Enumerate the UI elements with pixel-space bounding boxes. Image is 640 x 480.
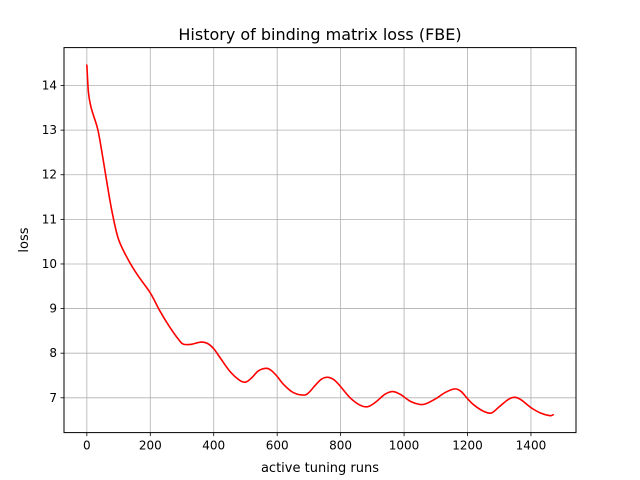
x-tick-label: 800 [329,439,352,453]
y-tick-label: 12 [42,168,57,182]
x-axis-label: active tuning runs [261,461,379,476]
y-axis-label: loss [17,227,32,252]
grid [64,47,576,433]
loss-series-line [86,64,554,417]
x-tick-label: 600 [266,439,289,453]
chart-title: History of binding matrix loss (FBE) [178,25,461,44]
y-tick-label: 10 [42,257,57,271]
y-tick-label: 7 [49,391,57,405]
x-tick-label: 1200 [452,439,483,453]
y-tick-label: 8 [49,346,57,360]
x-tick-label: 1400 [516,439,547,453]
y-tick-label: 14 [42,79,57,93]
x-tick-label: 200 [139,439,162,453]
axis-ticks: 0 200 400 600 800 1000 1200 1400 7 8 9 10 11 12 13 14 [42,79,547,453]
x-tick-label: 0 [83,439,91,453]
y-tick-label: 9 [49,302,57,316]
plot-frame [63,47,577,434]
y-tick-label: 13 [42,123,57,137]
series-layer [86,64,554,417]
x-tick-label: 1000 [389,439,420,453]
y-tick-label: 11 [42,212,57,226]
x-tick-label: 400 [202,439,225,453]
